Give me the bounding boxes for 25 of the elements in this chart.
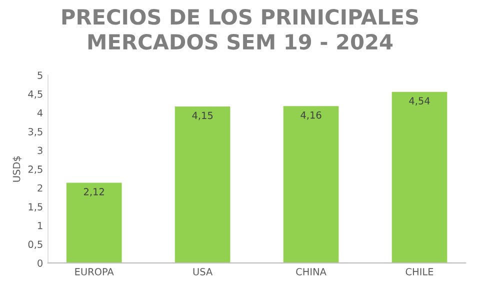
y-tick-label: 4 <box>37 109 43 116</box>
x-tick-label: USA <box>193 268 213 276</box>
data-label: 4,54 <box>409 97 430 106</box>
x-tick-label: CHINA <box>296 268 326 276</box>
y-tick-label: 2,5 <box>28 166 42 174</box>
data-label: 4,15 <box>192 112 213 120</box>
y-tick-label: 3,5 <box>28 128 42 136</box>
x-tick-label: CHILE <box>406 268 434 276</box>
y-tick-label: 4,5 <box>28 90 42 99</box>
chart-title: PRECIOS DE LOS PRINICIPALES MERCADOS SEM 19 - 2024 <box>62 9 418 50</box>
bar <box>392 92 448 263</box>
y-tick-label: 3 <box>38 146 42 154</box>
y-axis-title: USD$ <box>12 156 22 182</box>
data-label: 2,12 <box>84 188 104 196</box>
bar <box>66 182 122 263</box>
y-tick-label: 1 <box>38 222 42 230</box>
y-tick-label: 5 <box>38 72 42 79</box>
y-tick-label: 2 <box>38 184 42 192</box>
data-label: 4,16 <box>300 111 322 120</box>
bar <box>283 106 339 263</box>
bar <box>174 106 230 263</box>
y-tick-label: 1,5 <box>28 203 42 212</box>
y-tick-label: 0,5 <box>28 240 42 250</box>
y-tick-label: 0 <box>38 259 42 267</box>
x-tick-label: EUROPA <box>75 268 114 276</box>
